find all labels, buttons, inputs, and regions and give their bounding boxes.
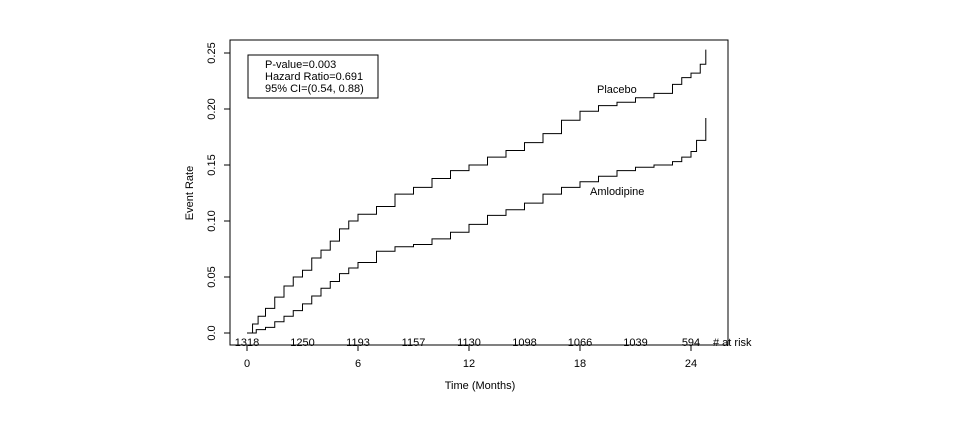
series-group bbox=[247, 49, 707, 334]
at-risk-value: 594 bbox=[682, 337, 700, 349]
at-risk-value: 1098 bbox=[512, 337, 536, 349]
p-value-text: P-value=0.003 bbox=[265, 59, 336, 71]
stats-legend-box: P-value=0.003 Hazard Ratio=0.691 95% CI=… bbox=[247, 54, 379, 99]
series-line-amlodipine bbox=[247, 117, 707, 334]
y-tick-label: 0.10 bbox=[206, 210, 218, 231]
at-risk-value: 1130 bbox=[457, 337, 481, 349]
at-risk-value: 1193 bbox=[346, 337, 370, 349]
at-risk-label: # at risk bbox=[713, 337, 752, 349]
confidence-interval-text: 95% CI=(0.54, 0.88) bbox=[265, 83, 364, 95]
x-tick-label: 6 bbox=[355, 358, 361, 370]
y-tick-label: 0.25 bbox=[206, 42, 218, 63]
y-tick-label: 0.15 bbox=[206, 154, 218, 175]
y-tick-label: 0.0 bbox=[206, 325, 218, 340]
stats-box-frame bbox=[247, 54, 379, 99]
y-axis: 0.0 0.05 0.10 0.15 0.20 0.25 bbox=[206, 42, 231, 341]
at-risk-value: 1318 bbox=[235, 337, 259, 349]
x-tick-label: 24 bbox=[685, 358, 697, 370]
x-tick-label: 0 bbox=[244, 358, 250, 370]
series-label-placebo: Placebo bbox=[597, 84, 637, 96]
at-risk-value: 1066 bbox=[568, 337, 592, 349]
x-axis-title: Time (Months) bbox=[445, 380, 516, 392]
x-tick-label: 18 bbox=[574, 358, 586, 370]
at-risk-row: 1318 1250 1193 1157 1130 1098 1066 1039 594 bbox=[235, 337, 700, 349]
y-tick-label: 0.05 bbox=[206, 266, 218, 287]
at-risk-value: 1157 bbox=[402, 337, 426, 349]
series-line-placebo bbox=[247, 49, 707, 334]
x-tick-label: 12 bbox=[463, 358, 475, 370]
hazard-ratio-text: Hazard Ratio=0.691 bbox=[265, 71, 363, 83]
y-axis-title: Event Rate bbox=[184, 166, 196, 220]
y-tick-label: 0.20 bbox=[206, 98, 218, 119]
at-risk-value: 1039 bbox=[623, 337, 647, 349]
at-risk-value: 1250 bbox=[290, 337, 314, 349]
series-label-amlodipine: Amlodipine bbox=[590, 186, 644, 198]
x-axis: 0 6 12 18 24 bbox=[244, 344, 697, 370]
